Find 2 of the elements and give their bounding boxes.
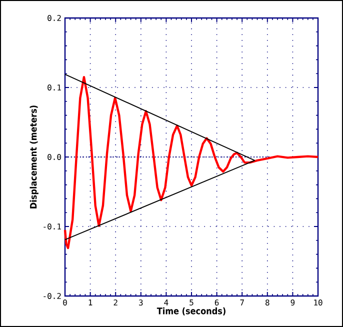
x-axis-title: Time (seconds)	[156, 307, 226, 316]
y-axis-title: Displacement (meters)	[30, 106, 38, 208]
